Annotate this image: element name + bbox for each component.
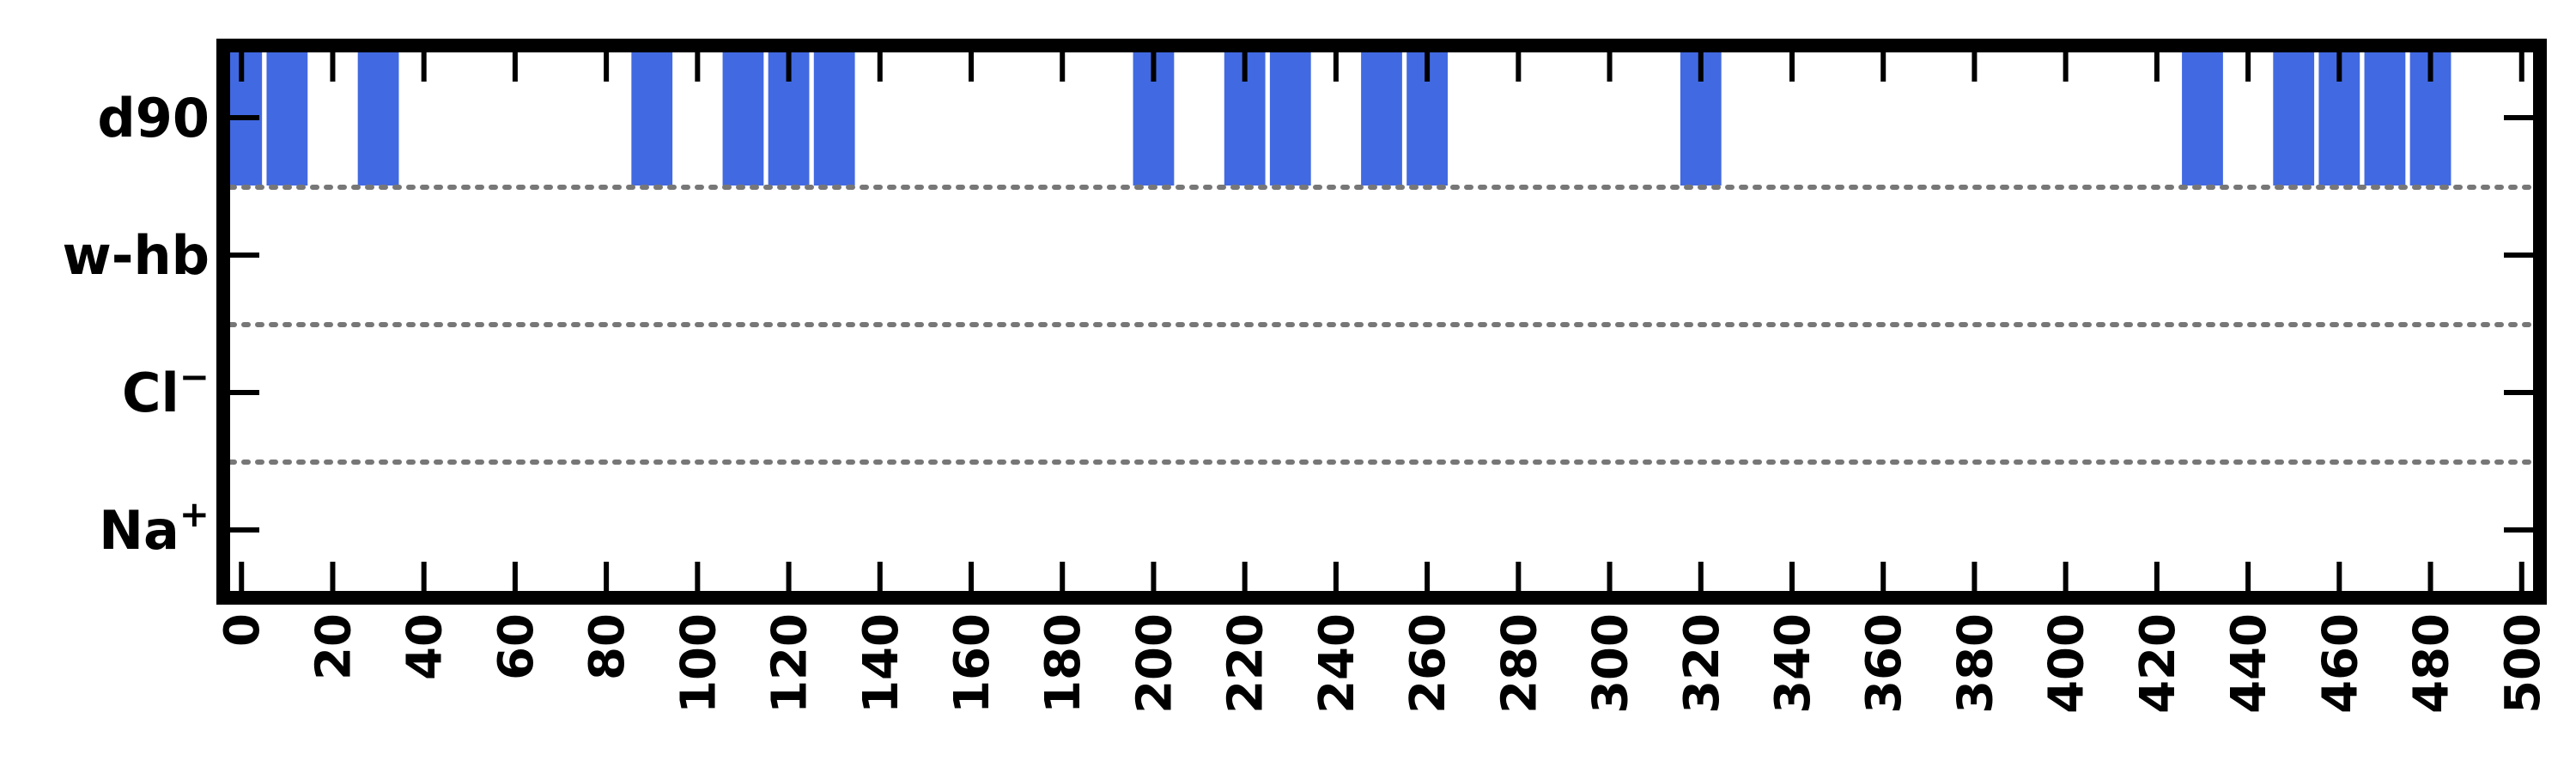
x-tick-label-260: 260 (1400, 613, 1456, 714)
event-bar-d90-10 (266, 50, 308, 186)
x-tick-label-160: 160 (945, 613, 1000, 714)
x-tick-label-140: 140 (854, 613, 909, 714)
x-tick-label-280: 280 (1492, 613, 1547, 714)
x-tick-label-40: 40 (398, 613, 453, 680)
x-tick-label-100: 100 (671, 613, 726, 714)
x-tick-label-360: 360 (1856, 613, 1912, 714)
x-tick-label-240: 240 (1309, 613, 1365, 714)
y-tick-label-Cl: Cl− (122, 356, 210, 424)
x-tick-label-80: 80 (580, 613, 635, 680)
event-bar-d90-110 (722, 50, 764, 186)
x-tick-label-180: 180 (1036, 613, 1091, 714)
x-tick-label-60: 60 (489, 613, 544, 680)
x-tick-label-200: 200 (1127, 613, 1182, 714)
x-tick-label-460: 460 (2312, 613, 2368, 714)
x-tick-label-0: 0 (215, 613, 270, 647)
x-tick-label-440: 440 (2221, 613, 2277, 714)
x-tick-label-340: 340 (1765, 613, 1821, 714)
y-tick-label-d90: d90 (97, 87, 210, 149)
x-tick-labels: 0 20 40 60 80 100 120 140 160 180 200 220 240 260 280 3… (215, 613, 2551, 714)
plot-frame (216, 39, 2547, 605)
y-tick-labels: d90 w-hb Cl− Na+ (62, 87, 210, 562)
event-bar-d90-450 (2273, 50, 2315, 186)
x-tick-label-300: 300 (1583, 613, 1639, 714)
row-separators (228, 185, 2536, 465)
y-tick-label-Na: Na+ (99, 493, 210, 562)
y-tick-label-w-hb: w-hb (62, 224, 210, 287)
event-bar-d90-250 (1361, 50, 1402, 186)
event-bar-d90-30 (357, 50, 399, 186)
event-bar-d90-230 (1269, 50, 1311, 186)
x-tick-label-220: 220 (1218, 613, 1274, 714)
event-bar-d90-470 (2364, 50, 2406, 186)
x-tick-label-500: 500 (2495, 613, 2551, 714)
event-bar-d90-430 (2182, 50, 2223, 186)
x-tick-label-420: 420 (2130, 613, 2186, 714)
event-bar-d90-90 (631, 50, 673, 186)
event-bars (221, 50, 2451, 186)
x-tick-label-120: 120 (762, 613, 818, 714)
x-tick-label-480: 480 (2404, 613, 2460, 714)
x-tick-label-20: 20 (306, 613, 361, 680)
event-bar-d90-130 (813, 50, 855, 186)
x-tick-label-400: 400 (2039, 613, 2095, 714)
x-tick-label-380: 380 (1947, 613, 2003, 714)
x-tick-label-320: 320 (1674, 613, 1730, 714)
